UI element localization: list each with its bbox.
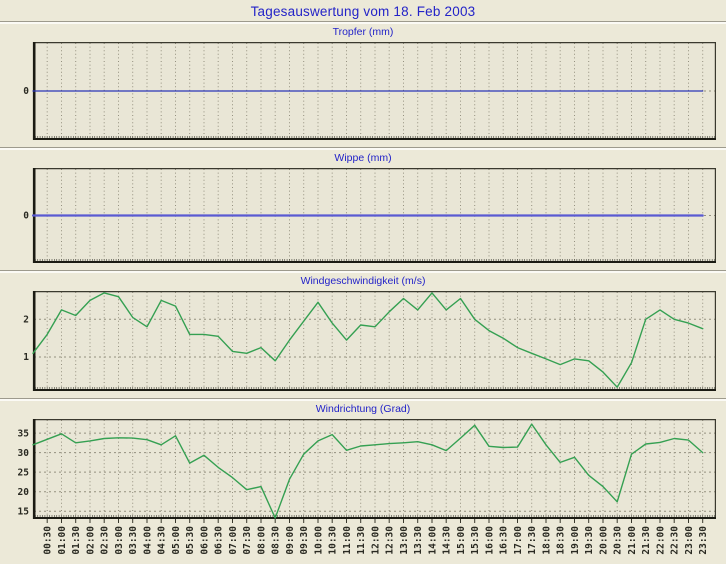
svg-text:15: 15 [18, 506, 30, 517]
svg-text:10:00: 10:00 [314, 526, 325, 555]
svg-text:05:00: 05:00 [171, 526, 182, 555]
tropfer-chart: 0 [23, 42, 716, 140]
svg-text:20:30: 20:30 [613, 526, 624, 555]
svg-text:16:30: 16:30 [499, 526, 510, 555]
svg-text:13:30: 13:30 [413, 526, 424, 555]
svg-text:09:00: 09:00 [285, 526, 296, 555]
svg-text:17:00: 17:00 [513, 526, 524, 555]
svg-text:20:00: 20:00 [599, 526, 610, 555]
svg-text:15:00: 15:00 [456, 526, 467, 555]
panel-tropfer: Tropfer (mm) 0 [0, 24, 726, 147]
separator [0, 270, 726, 273]
separator [0, 147, 726, 150]
svg-text:18:00: 18:00 [542, 526, 553, 555]
windgeschwindigkeit-chart: 12 [23, 291, 716, 391]
svg-text:06:30: 06:30 [214, 526, 225, 555]
chart-title-wippe: Wippe (mm) [334, 152, 392, 164]
svg-text:03:00: 03:00 [114, 526, 125, 555]
svg-text:16:00: 16:00 [485, 526, 496, 555]
separator [0, 21, 726, 24]
chart-title-windrichtung: Windrichtung (Grad) [315, 403, 411, 415]
svg-text:35: 35 [18, 428, 30, 439]
svg-text:00:30: 00:30 [43, 526, 54, 555]
chart-title-tropfer: Tropfer (mm) [332, 26, 394, 38]
svg-text:30: 30 [18, 448, 30, 459]
svg-text:22:00: 22:00 [656, 526, 667, 555]
svg-text:14:00: 14:00 [428, 526, 439, 555]
wippe-chart: 0 [23, 168, 716, 263]
svg-text:17:30: 17:30 [527, 526, 538, 555]
svg-text:12:00: 12:00 [371, 526, 382, 555]
svg-text:04:30: 04:30 [157, 526, 168, 555]
svg-text:06:00: 06:00 [200, 526, 211, 555]
svg-text:21:30: 21:30 [641, 526, 652, 555]
svg-text:03:30: 03:30 [128, 526, 139, 555]
svg-text:0: 0 [23, 211, 29, 222]
panel-windrichtung: Windrichtung (Grad) 15 20 25 30 35 00:30 01:00… [0, 401, 726, 562]
svg-text:12:30: 12:30 [385, 526, 396, 555]
svg-text:04:00: 04:00 [143, 526, 154, 555]
svg-text:05:30: 05:30 [185, 526, 196, 555]
svg-text:0: 0 [23, 86, 29, 97]
svg-text:23:30: 23:30 [698, 526, 709, 555]
svg-text:08:30: 08:30 [271, 526, 282, 555]
page-title: Tagesauswertung vom 18. Feb 2003 [250, 4, 476, 19]
svg-text:11:30: 11:30 [356, 526, 367, 555]
svg-text:2: 2 [23, 315, 29, 326]
svg-text:23:00: 23:00 [684, 526, 695, 555]
svg-text:07:30: 07:30 [242, 526, 253, 555]
svg-text:19:00: 19:00 [570, 526, 581, 555]
chart-title-windgeschwindigkeit: Windgeschwindigkeit (m/s) [300, 275, 426, 287]
svg-text:13:00: 13:00 [399, 526, 410, 555]
windrichtung-chart: 15 20 25 30 35 00:30 01:00 01:30 02:00 02:30 03:00… [18, 419, 716, 555]
svg-text:21:00: 21:00 [627, 526, 638, 555]
svg-text:19:30: 19:30 [584, 526, 595, 555]
svg-text:15:30: 15:30 [470, 526, 481, 555]
svg-text:09:30: 09:30 [299, 526, 310, 555]
separator [0, 398, 726, 401]
panel-wippe: Wippe (mm) 0 [0, 150, 726, 270]
svg-text:02:30: 02:30 [100, 526, 111, 555]
svg-text:11:00: 11:00 [342, 526, 353, 555]
svg-text:08:00: 08:00 [257, 526, 268, 555]
svg-text:01:00: 01:00 [57, 526, 68, 555]
svg-text:25: 25 [18, 467, 30, 478]
svg-text:22:30: 22:30 [670, 526, 681, 555]
svg-text:01:30: 01:30 [71, 526, 82, 555]
svg-text:02:00: 02:00 [86, 526, 97, 555]
svg-text:14:30: 14:30 [442, 526, 453, 555]
svg-text:10:30: 10:30 [328, 526, 339, 555]
svg-text:20: 20 [18, 487, 30, 498]
svg-text:07:00: 07:00 [228, 526, 239, 555]
svg-text:1: 1 [23, 352, 29, 363]
svg-text:18:30: 18:30 [556, 526, 567, 555]
